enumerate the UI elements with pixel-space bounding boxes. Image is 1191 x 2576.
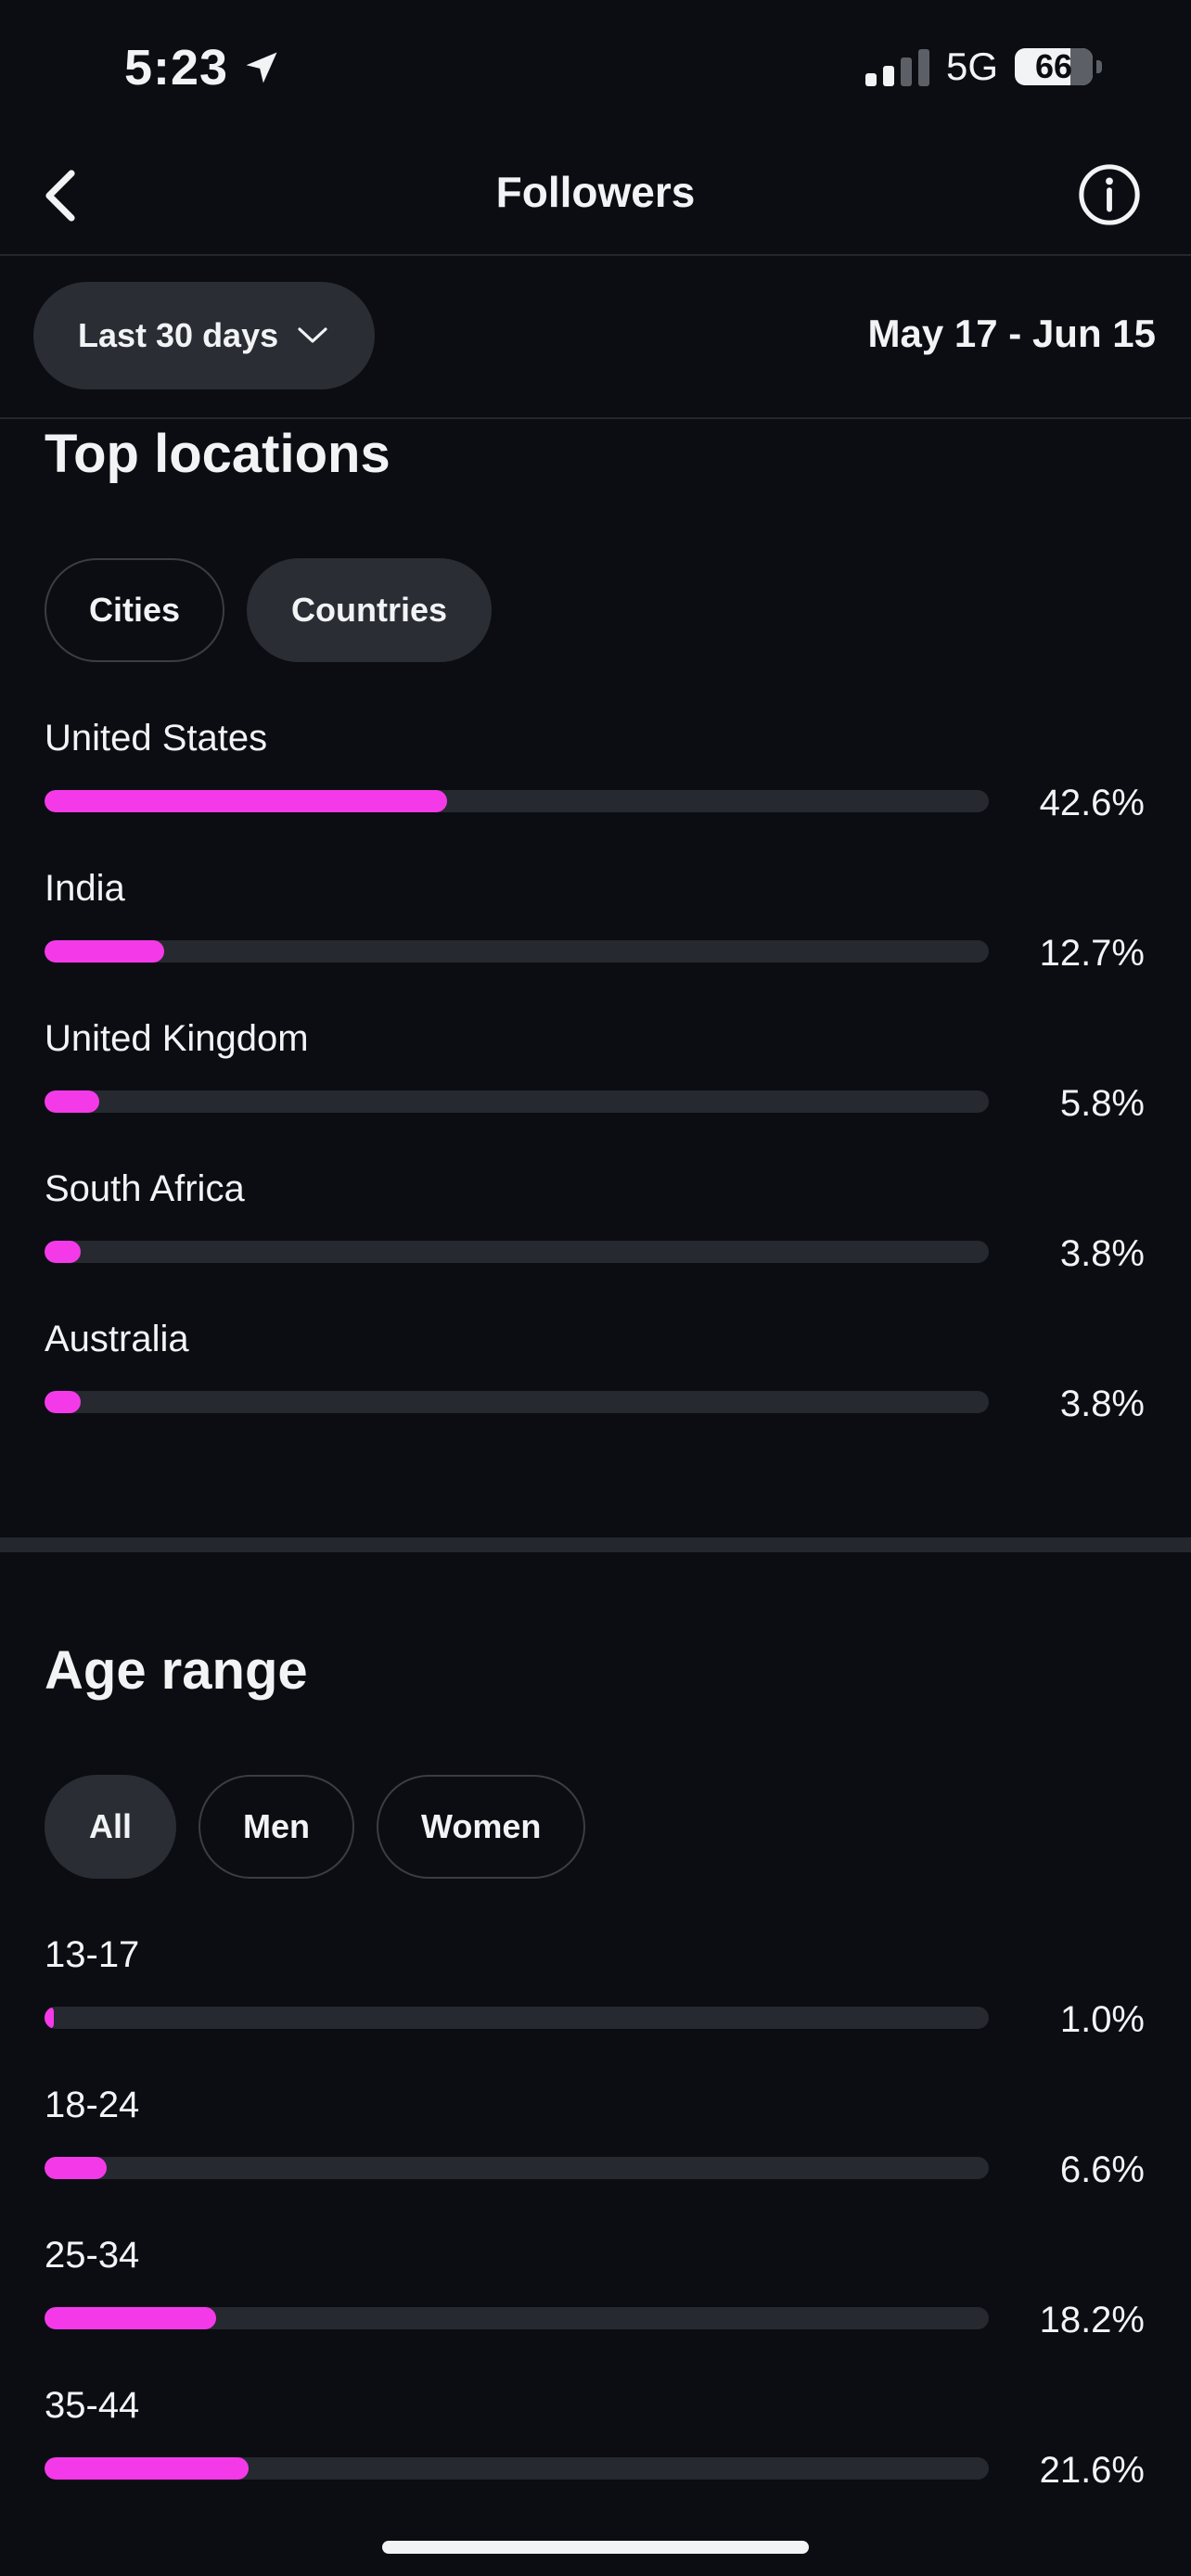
tab-women-label: Women xyxy=(421,1807,542,1845)
status-bar: 5:23 5G 66 xyxy=(0,0,1191,139)
tab-men[interactable]: Men xyxy=(198,1775,355,1879)
status-time-text: 5:23 xyxy=(124,40,229,96)
top-locations-title: Top locations xyxy=(45,424,391,484)
bar-fill xyxy=(45,1391,81,1413)
tab-countries-label: Countries xyxy=(291,591,448,629)
bar-fill xyxy=(45,2457,249,2480)
tab-cities[interactable]: Cities xyxy=(45,558,225,662)
location-name: United Kingdom xyxy=(45,1018,309,1059)
age-percent: 1.0% xyxy=(1059,1999,1145,2040)
date-filter-row: Last 30 days May 17 - Jun 15 xyxy=(0,256,1191,419)
bar-fill xyxy=(45,940,165,963)
location-percent: 3.8% xyxy=(1059,1233,1145,1274)
tab-women[interactable]: Women xyxy=(377,1775,586,1879)
date-range-text: May 17 - Jun 15 xyxy=(867,312,1156,355)
location-name: India xyxy=(45,868,125,909)
age-range-list: 13-17 1.0% 18-24 6.6% 25-34 18.2% xyxy=(0,1934,1191,2535)
bar-fill xyxy=(45,1090,100,1113)
location-row: United Kingdom 5.8% xyxy=(0,1018,1191,1168)
status-time: 5:23 xyxy=(124,39,282,96)
bar-track xyxy=(45,790,989,812)
bar-fill xyxy=(45,790,447,812)
location-arrow-icon xyxy=(246,52,277,83)
status-indicators: 5G 66 xyxy=(864,45,1102,89)
home-indicator[interactable] xyxy=(382,2541,809,2554)
date-range-dropdown[interactable]: Last 30 days xyxy=(33,282,376,389)
location-percent: 3.8% xyxy=(1059,1384,1145,1424)
age-row: 25-34 18.2% xyxy=(0,2235,1191,2385)
tab-cities-label: Cities xyxy=(89,591,181,629)
age-bracket: 13-17 xyxy=(45,1934,140,1975)
bar-track xyxy=(45,2157,989,2179)
age-range-title: Age range xyxy=(45,1640,308,1701)
network-type: 5G xyxy=(945,45,998,88)
battery-tip xyxy=(1096,60,1102,73)
bar-track xyxy=(45,2307,989,2329)
locations-list: United States 42.6% India 12.7% United K… xyxy=(0,718,1191,1469)
chevron-left-icon xyxy=(45,170,75,222)
bar-track xyxy=(45,1391,989,1413)
nav-header: Followers xyxy=(0,139,1191,256)
age-percent: 18.2% xyxy=(1039,2300,1145,2340)
bar-track xyxy=(45,1090,989,1113)
tab-countries[interactable]: Countries xyxy=(247,558,493,662)
age-row: 35-44 21.6% xyxy=(0,2385,1191,2535)
bar-fill xyxy=(45,1241,81,1263)
location-percent: 5.8% xyxy=(1059,1083,1145,1124)
battery-icon: 66 xyxy=(1015,48,1093,85)
battery-level: 66 xyxy=(1034,48,1073,85)
location-row: South Africa 3.8% xyxy=(0,1168,1191,1319)
bar-track xyxy=(45,2457,989,2480)
age-bracket: 35-44 xyxy=(45,2385,140,2426)
bar-track xyxy=(45,2007,989,2029)
location-row: United States 42.6% xyxy=(0,718,1191,868)
info-icon xyxy=(1079,164,1140,225)
tab-men-label: Men xyxy=(243,1807,311,1845)
location-percent: 12.7% xyxy=(1039,933,1145,974)
age-percent: 6.6% xyxy=(1059,2149,1145,2190)
location-name: United States xyxy=(45,718,268,759)
bar-track xyxy=(45,940,989,963)
location-name: Australia xyxy=(45,1319,189,1359)
bar-fill xyxy=(45,2007,55,2029)
location-row: India 12.7% xyxy=(0,868,1191,1018)
age-bracket: 18-24 xyxy=(45,2085,140,2125)
age-row: 18-24 6.6% xyxy=(0,2085,1191,2235)
back-button[interactable] xyxy=(28,163,93,228)
info-button[interactable] xyxy=(1072,158,1146,232)
location-type-tabs: Cities Countries xyxy=(45,558,493,662)
location-percent: 42.6% xyxy=(1039,783,1145,823)
location-name: South Africa xyxy=(45,1168,245,1209)
tab-all-label: All xyxy=(89,1807,133,1845)
age-row: 13-17 1.0% xyxy=(0,1934,1191,2085)
signal-icon xyxy=(864,47,929,86)
bar-track xyxy=(45,1241,989,1263)
date-range-dropdown-label: Last 30 days xyxy=(78,316,279,354)
location-row: Australia 3.8% xyxy=(0,1319,1191,1469)
chevron-down-icon xyxy=(298,327,327,343)
age-bracket: 25-34 xyxy=(45,2235,140,2276)
bar-fill xyxy=(45,2157,108,2179)
gender-tabs: All Men Women xyxy=(45,1775,586,1879)
tab-all[interactable]: All xyxy=(45,1775,177,1879)
age-percent: 21.6% xyxy=(1039,2450,1145,2491)
section-divider xyxy=(0,1537,1191,1552)
page-title: Followers xyxy=(495,168,696,216)
bar-fill xyxy=(45,2307,217,2329)
